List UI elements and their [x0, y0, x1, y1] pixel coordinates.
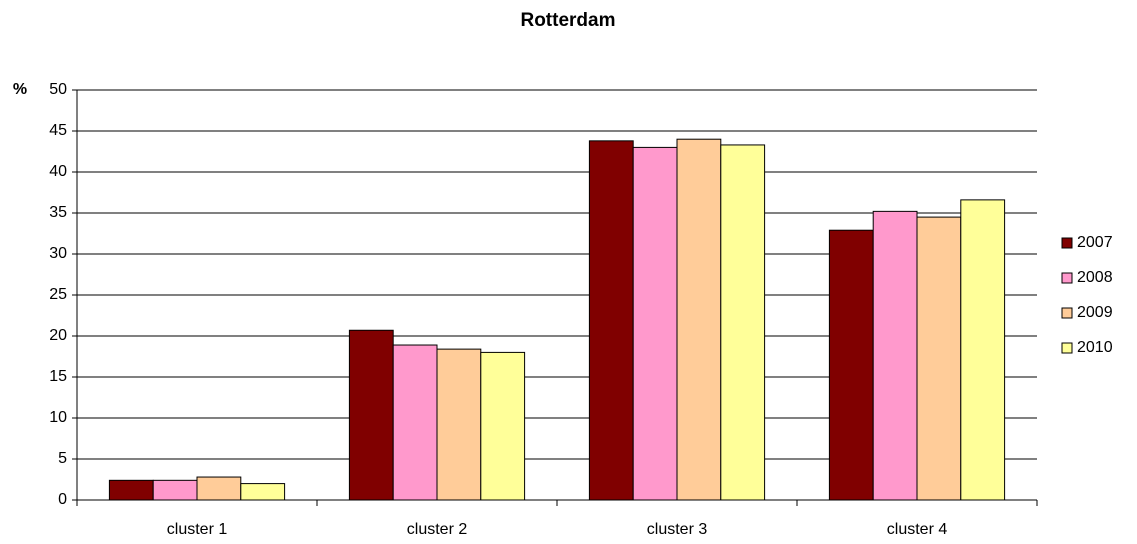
bar [480, 351, 526, 501]
bar [960, 199, 1006, 501]
y-tick-label: 25 [49, 286, 67, 303]
legend-swatch [1061, 272, 1073, 284]
bar [828, 229, 874, 501]
bar [632, 146, 678, 501]
y-tick-label: 40 [49, 163, 67, 180]
bar [588, 140, 634, 501]
y-axis-label: % [13, 81, 27, 98]
y-tick-label: 15 [49, 368, 67, 385]
y-tick-label: 30 [49, 245, 67, 262]
y-tick-label: 45 [49, 122, 67, 139]
legend-label: 2008 [1077, 269, 1113, 286]
x-tick-label: cluster 1 [167, 521, 228, 538]
legend-label: 2010 [1077, 339, 1113, 356]
bar [916, 216, 962, 501]
y-tick-label: 5 [58, 450, 67, 467]
x-tick-label: cluster 3 [647, 521, 708, 538]
legend-swatch [1061, 342, 1073, 354]
bar [676, 138, 722, 501]
bar [108, 479, 154, 501]
legend-swatch [1061, 237, 1073, 249]
bar [240, 483, 286, 501]
bar [196, 476, 242, 501]
y-tick-label: 0 [58, 491, 67, 508]
legend-label: 2007 [1077, 234, 1113, 251]
y-tick-label: 35 [49, 204, 67, 221]
legend-swatch [1061, 307, 1073, 319]
bar [436, 348, 482, 501]
y-tick-label: 50 [49, 81, 67, 98]
bar [392, 344, 438, 501]
x-tick-label: cluster 2 [407, 521, 468, 538]
y-tick-label: 20 [49, 327, 67, 344]
y-tick-label: 10 [49, 409, 67, 426]
x-tick-label: cluster 4 [887, 521, 948, 538]
bar [720, 144, 766, 501]
bar [152, 479, 198, 501]
legend-label: 2009 [1077, 304, 1113, 321]
bar [348, 329, 394, 501]
chart-title: Rotterdam [520, 10, 615, 31]
bar [872, 210, 918, 501]
